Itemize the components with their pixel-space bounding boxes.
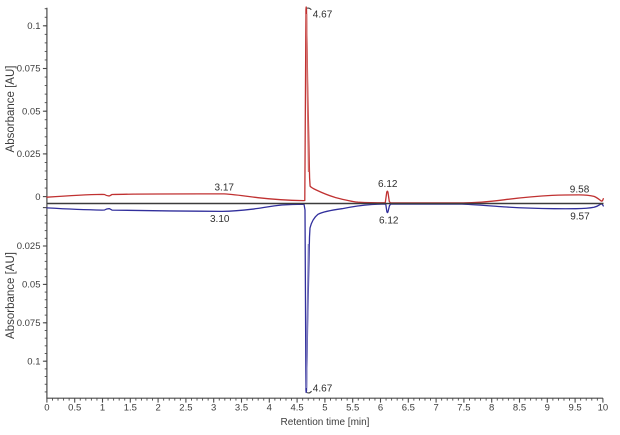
svg-text:Absorbance [AU]: Absorbance [AU] — [5, 66, 17, 153]
svg-text:4.5: 4.5 — [290, 403, 303, 414]
svg-text:0.05: 0.05 — [22, 280, 41, 291]
svg-text:1: 1 — [100, 403, 105, 414]
svg-text:3: 3 — [211, 403, 216, 414]
svg-text:4: 4 — [267, 403, 272, 414]
svg-text:5: 5 — [322, 403, 327, 414]
svg-text:3.5: 3.5 — [235, 403, 248, 414]
svg-text:0.5: 0.5 — [68, 403, 81, 414]
svg-text:0: 0 — [44, 403, 49, 414]
svg-text:9: 9 — [545, 403, 550, 414]
svg-text:7: 7 — [433, 403, 438, 414]
svg-text:7.5: 7.5 — [457, 403, 470, 414]
svg-text:2: 2 — [155, 403, 160, 414]
svg-text:6.5: 6.5 — [402, 403, 415, 414]
svg-text:6.12: 6.12 — [378, 179, 398, 190]
svg-text:Retention time [min]: Retention time [min] — [281, 417, 370, 428]
svg-text:6.12: 6.12 — [379, 216, 399, 227]
svg-text:4.67: 4.67 — [313, 10, 333, 21]
svg-text:0: 0 — [35, 192, 40, 203]
svg-text:8: 8 — [489, 403, 494, 414]
svg-text:0.025: 0.025 — [17, 149, 41, 160]
svg-text:2.5: 2.5 — [179, 403, 192, 414]
svg-text:0.05: 0.05 — [22, 106, 41, 117]
svg-text:9.58: 9.58 — [570, 185, 590, 196]
svg-text:1.5: 1.5 — [124, 403, 137, 414]
svg-text:0.025: 0.025 — [17, 241, 41, 252]
svg-text:9.57: 9.57 — [570, 212, 590, 223]
svg-text:0.075: 0.075 — [17, 64, 41, 75]
svg-text:4.67: 4.67 — [313, 383, 333, 394]
svg-text:3.17: 3.17 — [215, 183, 235, 194]
svg-text:0.1: 0.1 — [27, 356, 40, 367]
svg-text:0.075: 0.075 — [17, 318, 41, 329]
svg-text:6: 6 — [378, 403, 383, 414]
svg-text:9.5: 9.5 — [568, 403, 581, 414]
svg-text:Absorbance [AU]: Absorbance [AU] — [5, 252, 17, 339]
svg-text:3.10: 3.10 — [210, 214, 230, 225]
svg-text:5.5: 5.5 — [346, 403, 359, 414]
svg-text:8.5: 8.5 — [513, 403, 526, 414]
svg-text:10: 10 — [598, 403, 609, 414]
svg-text:0.1: 0.1 — [27, 21, 40, 32]
